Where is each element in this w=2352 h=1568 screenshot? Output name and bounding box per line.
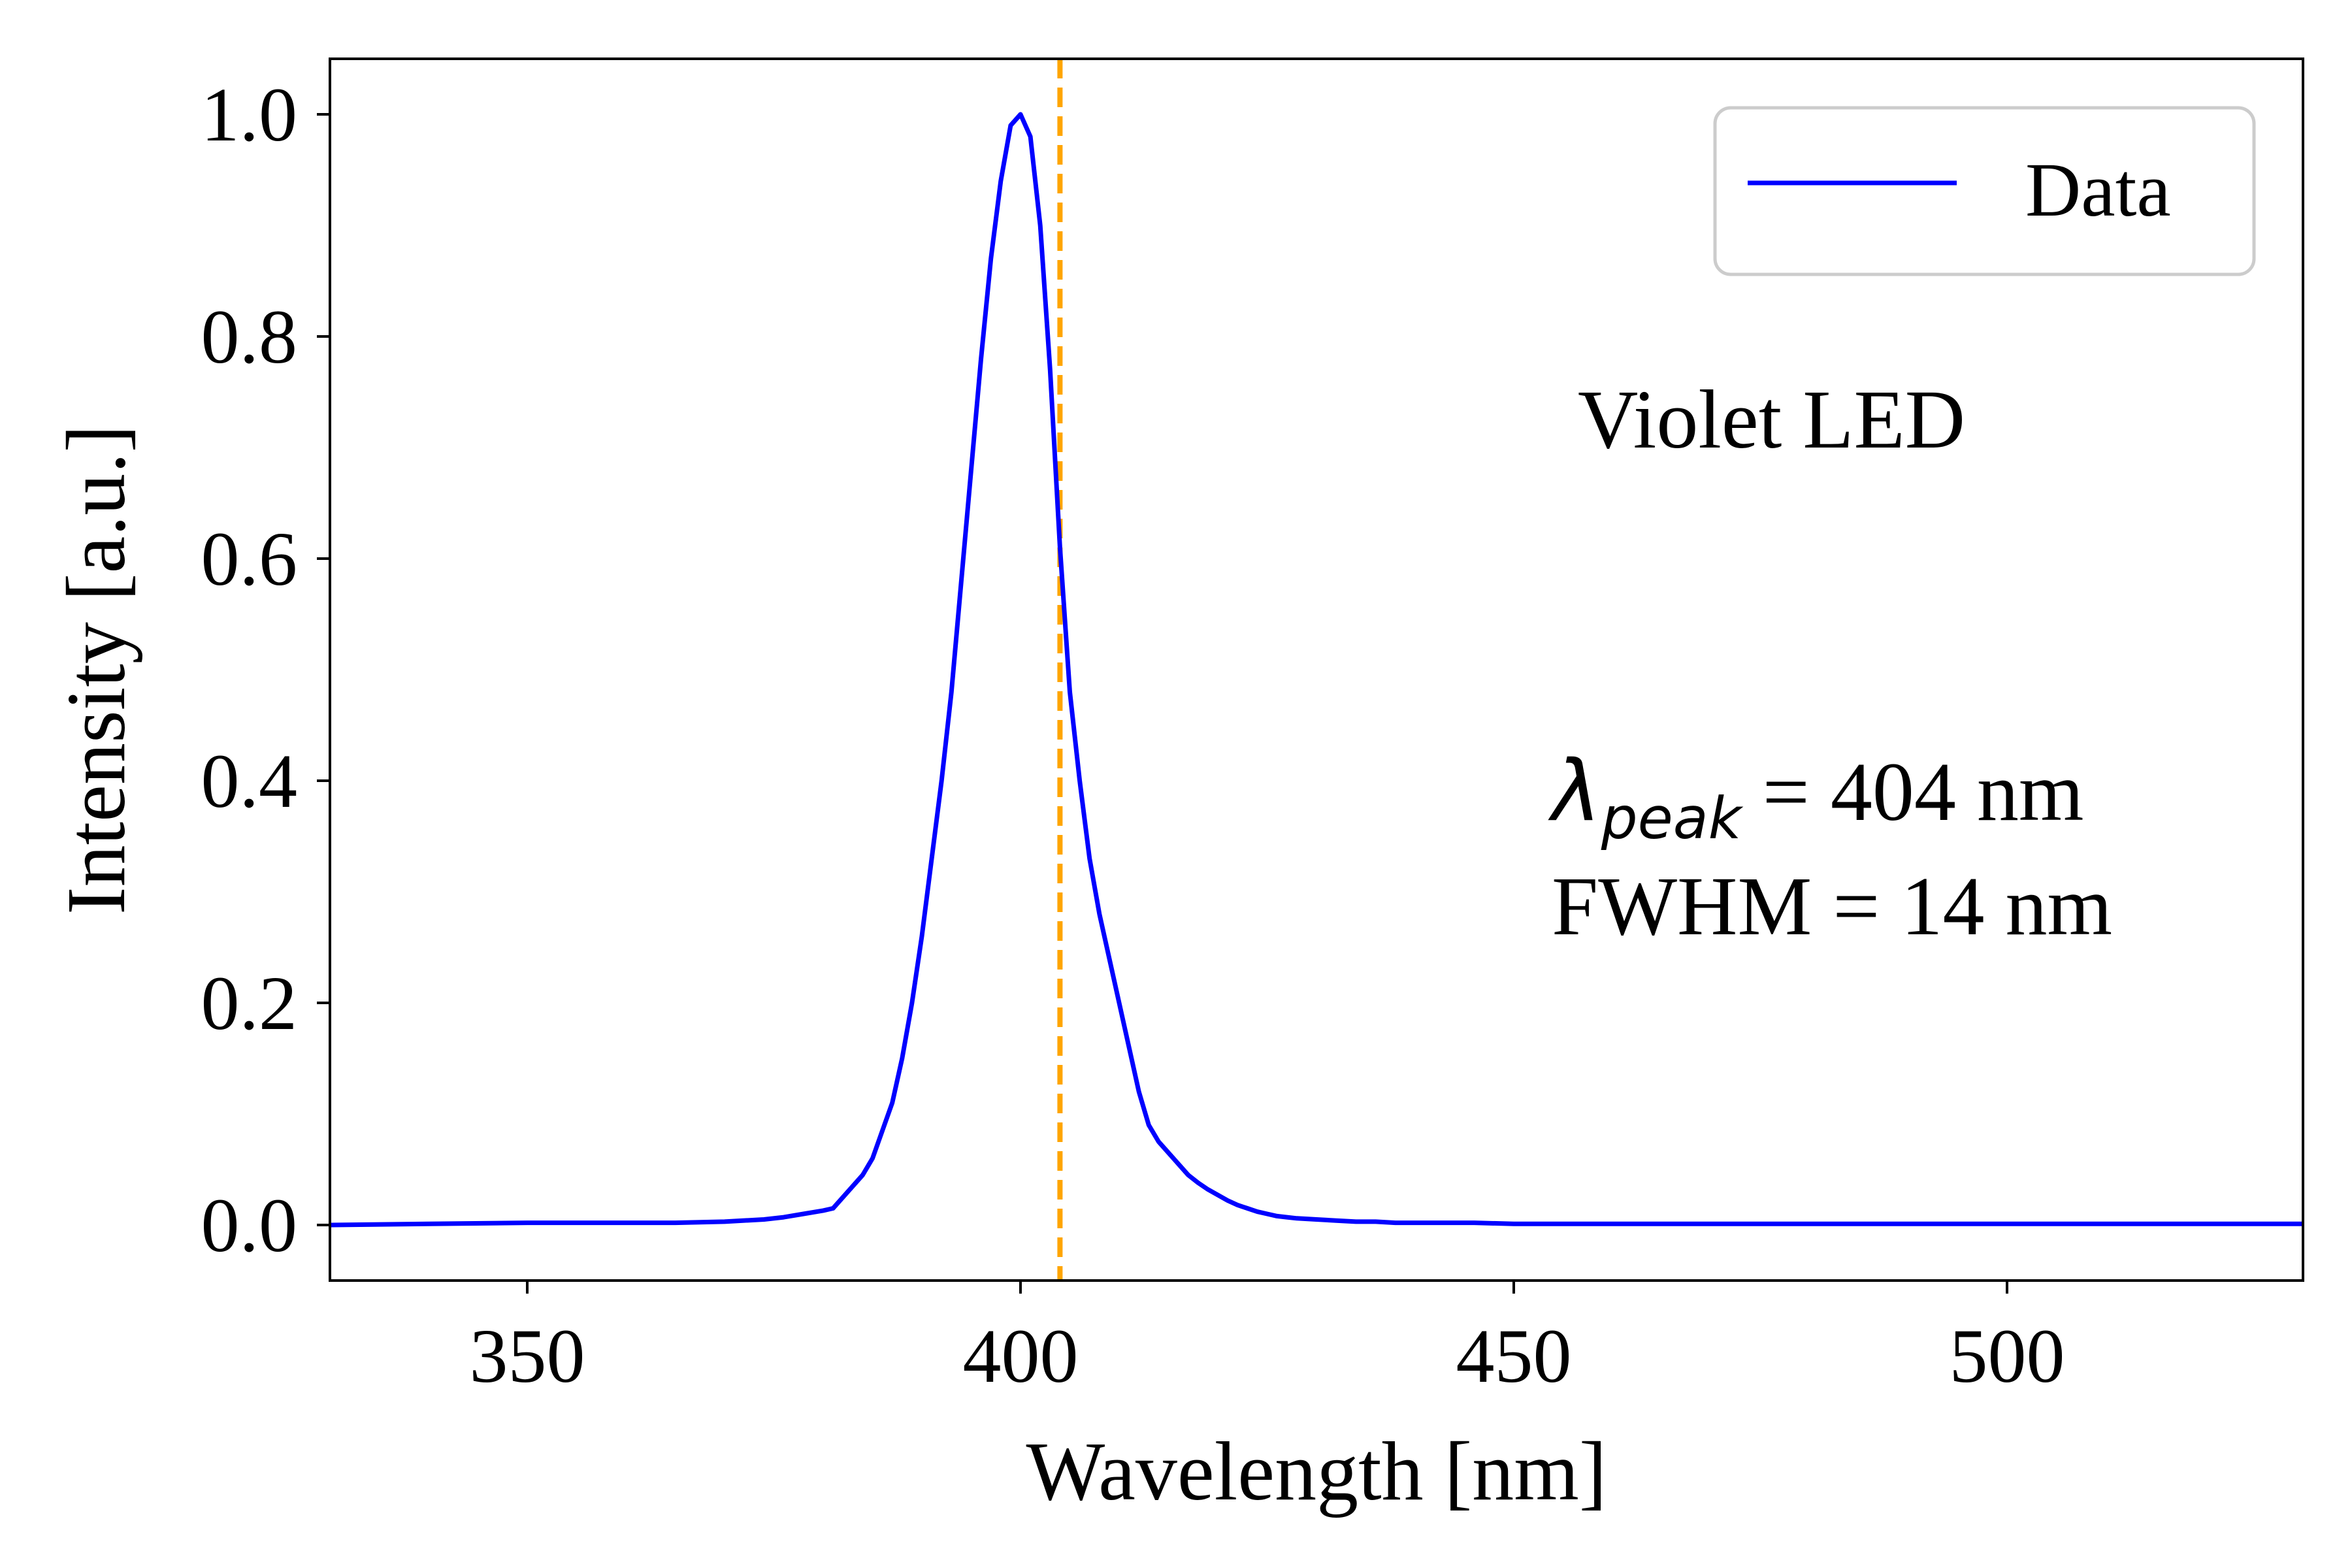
x-axis-title: Wavelength [nm]: [1026, 1425, 1607, 1518]
plot-frame: [329, 57, 2304, 1282]
x-tick-label: 500: [1950, 1313, 2065, 1399]
y-tick-label: 0.0: [201, 1183, 298, 1268]
y-axis-ticks: 0.0 0.2 0.4 0.6 0.8 1.0: [201, 72, 330, 1268]
y-tick-label: 0.6: [201, 516, 298, 602]
y-tick-label: 0.2: [201, 960, 298, 1046]
annotation-fwhm: FWHM = 14 nm: [1552, 860, 2112, 953]
legend-label-data: Data: [2025, 147, 2171, 233]
legend-box: [1713, 106, 2256, 276]
annotation-violet-led: Violet LED: [1578, 373, 1965, 466]
y-tick-label: 0.4: [201, 738, 298, 824]
lambda-subscript: peak: [1601, 785, 1744, 852]
x-axis-ticks: 350 400 450 500: [470, 1281, 2065, 1399]
legend: Data: [1713, 106, 2256, 276]
x-tick-label: 400: [963, 1313, 1079, 1399]
lambda-symbol: λ: [1548, 743, 1601, 840]
lambda-value: = 404 nm: [1742, 745, 2084, 838]
x-tick-label: 350: [470, 1313, 585, 1399]
y-axis-title: Intensity [a.u.]: [50, 425, 142, 915]
y-tick-label: 0.8: [201, 294, 298, 380]
series-line-data: [329, 112, 2303, 1228]
x-tick-label: 450: [1456, 1313, 1572, 1399]
annotation-lambda-peak: λpeak = 404 nm: [1548, 743, 2083, 852]
y-tick-label: 1.0: [201, 72, 298, 157]
